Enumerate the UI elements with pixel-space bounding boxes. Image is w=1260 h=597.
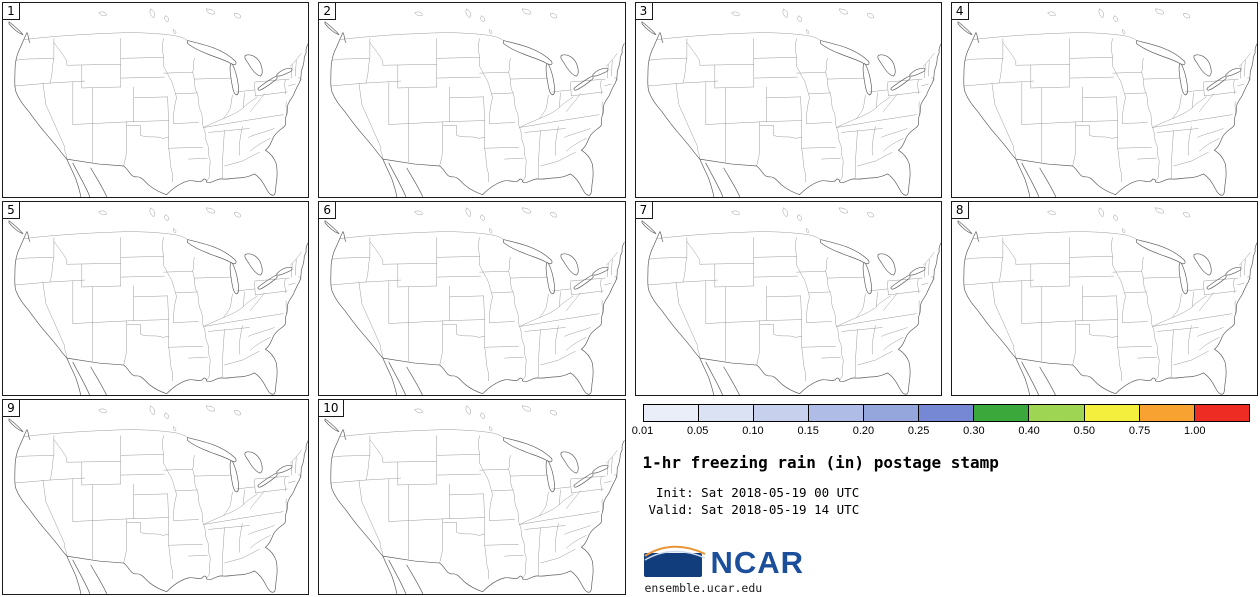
colorbar-segment [753, 405, 809, 422]
us-map [324, 207, 625, 396]
colorbar-segment [1084, 405, 1140, 422]
colorbar-segment [1194, 405, 1250, 422]
colorbar-segment [808, 405, 865, 422]
map-panel: 1 [2, 2, 310, 198]
map-panel: 6 [318, 200, 626, 397]
colorbar-tick: 0.30 [963, 425, 985, 438]
map-panel: 2 [318, 2, 626, 198]
ncar-logo-text: NCAR [710, 545, 805, 581]
ncar-logo: NCAR [643, 544, 1253, 581]
time-info: Init: Sat 2018-05-19 00 UTC Valid: Sat 2… [649, 485, 1253, 518]
panel-number: 10 [319, 400, 344, 418]
us-map [641, 207, 941, 396]
colorbar-tick: 0.15 [797, 425, 819, 438]
site-url: ensemble.ucar.edu [644, 580, 763, 595]
valid-time: Valid: Sat 2018-05-19 14 UTC [648, 501, 860, 517]
colorbar-segment [643, 405, 699, 422]
map-panel: 4 [950, 2, 1258, 198]
colorbar-tick: 0.05 [687, 425, 709, 438]
panel-number: 5 [3, 201, 20, 219]
colorbar-tick: 1.00 [1184, 425, 1206, 438]
colorbar-segment [698, 405, 754, 422]
map-panel: 7 [634, 200, 942, 397]
init-time: Init: Sat 2018-05-19 00 UTC [648, 485, 860, 501]
colorbar-segment [864, 405, 920, 422]
map-panel: 10 [318, 399, 626, 595]
colorbar-tick: 0.10 [742, 425, 764, 438]
map-panel: 5 [2, 200, 310, 397]
panel-number: 3 [635, 2, 653, 20]
colorbar-segment [1139, 405, 1195, 422]
colorbar-tick: 0.40 [1018, 425, 1040, 438]
map-panel: 3 [634, 2, 942, 198]
panel-number: 9 [3, 400, 20, 418]
panel-number: 6 [319, 201, 337, 219]
colorbar-segment [974, 405, 1030, 422]
figure-title: 1-hr freezing rain (in) postage stamp [642, 453, 999, 473]
colorbar-tick: 0.25 [907, 425, 930, 438]
us-map [8, 405, 309, 594]
colorbar-tick: 0.01 [631, 425, 654, 438]
colorbar-tick: 0.50 [1073, 425, 1096, 438]
colorbar-tick: 0.20 [852, 425, 875, 438]
colorbar-ticks: 0.01 0.05 0.10 0.15 0.20 0.25 0.30 0.40 0.50 0.75… [632, 425, 1251, 440]
us-map [324, 8, 625, 197]
panel-number: 7 [635, 201, 653, 219]
us-map [641, 8, 941, 197]
us-map [8, 207, 309, 396]
colorbar [642, 404, 1250, 423]
map-panel: 9 [2, 399, 310, 595]
us-map [8, 8, 309, 197]
panel-number: 4 [951, 2, 969, 20]
us-map [324, 405, 625, 594]
colorbar-tick: 0.75 [1128, 425, 1151, 438]
panel-number: 1 [3, 2, 20, 20]
map-panel: 8 [950, 200, 1258, 397]
colorbar-segment [1029, 405, 1085, 422]
ncar-logo-mark [643, 545, 705, 577]
us-map [957, 207, 1257, 396]
us-map [957, 8, 1257, 197]
colorbar-segment [919, 405, 975, 422]
legend-block: 0.01 0.05 0.10 0.15 0.20 0.25 0.30 0.40 0.50 0.75… [632, 399, 1258, 595]
panel-number: 2 [319, 2, 337, 20]
panel-number: 8 [951, 201, 969, 219]
